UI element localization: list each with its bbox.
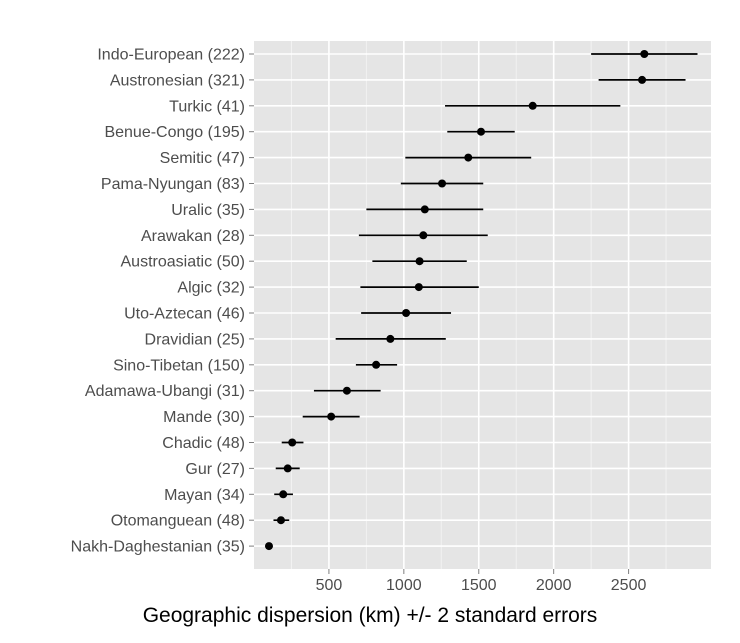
data-point bbox=[288, 438, 297, 447]
data-point bbox=[464, 153, 473, 162]
x-tick-label: 2500 bbox=[611, 577, 647, 594]
data-point bbox=[477, 127, 486, 136]
y-tick-label: Austroasiatic (50) bbox=[121, 254, 246, 271]
data-point bbox=[402, 309, 411, 317]
y-tick-label: Austronesian (321) bbox=[110, 72, 245, 89]
x-axis-label: Geographic dispersion (km) +/- 2 standar… bbox=[143, 604, 598, 627]
x-tick-label: 500 bbox=[316, 577, 343, 594]
x-tick-label: 2000 bbox=[536, 577, 572, 594]
data-point bbox=[264, 542, 273, 551]
y-tick-label: Algic (32) bbox=[177, 280, 245, 297]
x-tick-label: 1500 bbox=[461, 577, 497, 594]
y-tick-label: Chadic (48) bbox=[162, 435, 245, 452]
data-point bbox=[415, 257, 424, 266]
data-point bbox=[372, 360, 381, 369]
y-tick-label: Indo-European (222) bbox=[97, 47, 245, 64]
data-marks bbox=[264, 50, 698, 551]
y-tick-label: Arawakan (28) bbox=[141, 228, 245, 245]
x-axis-ticks: 500 1000 1500 2000 2500 bbox=[316, 569, 647, 594]
data-point bbox=[640, 50, 649, 58]
y-tick-label: Gur (27) bbox=[185, 461, 245, 478]
data-point bbox=[276, 516, 285, 525]
y-axis-ticks: Indo-European (222) Austronesian (321) Tur… bbox=[71, 47, 254, 556]
data-point bbox=[420, 205, 429, 214]
data-point bbox=[638, 75, 647, 84]
y-tick-label: Turkic (41) bbox=[169, 98, 245, 115]
data-point bbox=[386, 334, 395, 343]
y-tick-label: Nakh-Daghestanian (35) bbox=[71, 539, 245, 556]
data-point bbox=[283, 464, 292, 473]
data-point bbox=[279, 490, 288, 499]
data-point bbox=[414, 283, 423, 292]
data-point bbox=[438, 179, 447, 188]
y-tick-label: Adamawa-Ubangi (31) bbox=[85, 383, 245, 400]
y-tick-label: Mayan (34) bbox=[164, 487, 245, 504]
y-tick-label: Benue-Congo (195) bbox=[104, 124, 245, 141]
x-tick-label: 1000 bbox=[386, 577, 422, 594]
y-tick-label: Otomanguean (48) bbox=[111, 513, 245, 530]
data-point bbox=[419, 231, 428, 240]
y-tick-label: Dravidian (25) bbox=[145, 331, 245, 348]
y-tick-label: Sino-Tibetan (150) bbox=[113, 357, 245, 374]
y-tick-label: Uto-Aztecan (46) bbox=[124, 306, 245, 323]
plot-panel bbox=[254, 41, 711, 569]
y-tick-label: Mande (30) bbox=[163, 409, 245, 426]
data-point bbox=[327, 412, 336, 421]
data-point bbox=[342, 386, 351, 395]
y-tick-label: Pama-Nyungan (83) bbox=[101, 176, 245, 193]
y-tick-label: Semitic (47) bbox=[160, 150, 245, 167]
y-tick-label: Uralic (35) bbox=[171, 202, 245, 219]
data-point bbox=[528, 101, 537, 110]
